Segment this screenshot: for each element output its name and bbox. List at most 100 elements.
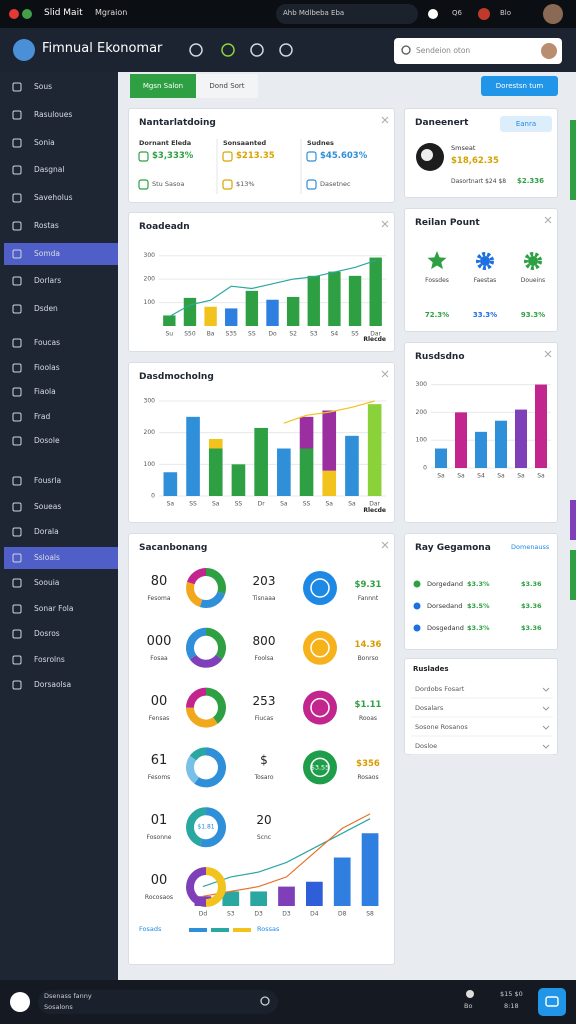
nav-item[interactable]: Sonar Fola — [4, 598, 118, 620]
dropdown[interactable]: Dosalars — [415, 704, 444, 712]
nav-item[interactable]: Dasgnal — [4, 159, 118, 181]
nav-item[interactable]: Dorala — [4, 521, 118, 543]
x-tick-label: S50 — [184, 331, 196, 338]
edge-strip — [570, 500, 576, 540]
bar — [266, 299, 279, 326]
address-pill — [276, 4, 418, 24]
star-icon — [427, 251, 447, 270]
nav-item[interactable]: Soouia — [4, 572, 118, 594]
link[interactable]: Domenauss — [511, 543, 550, 551]
label: Fiaola — [34, 387, 56, 396]
bar — [307, 275, 320, 326]
label: Dorsedand — [427, 602, 463, 610]
label: 20 — [256, 813, 272, 828]
label: $3.36 — [521, 624, 542, 632]
nav-item[interactable]: Fousrla — [4, 470, 118, 492]
nav-icon — [12, 363, 22, 372]
label: Foucas — [34, 338, 61, 347]
graphic — [12, 680, 22, 690]
nav-item[interactable]: Soueas — [4, 496, 118, 518]
card: Ruslades Dordobs Fosart Dosalars Sosone Ros… — [404, 658, 558, 756]
label: Smseat — [451, 144, 476, 152]
graphic: Rlecde 0 100 200 300 Sa SS Sa SS Dr Sa SS Sa Sa Dar — [144, 398, 386, 514]
x-tick-label: S3 — [227, 911, 235, 918]
donut-segment — [186, 867, 206, 907]
header-icon — [250, 43, 264, 57]
card: Dasdmocholng Rlecde 0 100 200 300 Sa SS Sa SS Dr Sa… — [128, 362, 395, 523]
icon-badge — [303, 750, 337, 785]
graphic — [12, 363, 22, 372]
nav-item[interactable]: Fioolas — [4, 357, 118, 379]
nav-item[interactable]: Ssloals — [4, 546, 118, 569]
tab[interactable]: Dond Sort — [196, 74, 258, 98]
nav-item[interactable]: Dsden — [4, 298, 118, 320]
dropdown[interactable]: Dosloe — [415, 742, 438, 750]
label: $213.35 — [236, 151, 275, 161]
chevron — [542, 687, 550, 692]
card-title: Sacanbonang — [139, 543, 208, 553]
label: Mgraion — [95, 8, 128, 17]
y-tick-label: 0 — [151, 493, 155, 500]
nav-icon — [12, 304, 22, 314]
bar — [475, 431, 487, 468]
dropdown[interactable]: Sosone Rosanos — [415, 723, 468, 731]
graphic — [12, 629, 22, 639]
graphic — [12, 304, 22, 314]
label: Fesoma — [147, 595, 171, 602]
label: 000 — [146, 633, 172, 649]
bar — [345, 435, 359, 496]
nav-item[interactable]: Rasuloues — [4, 104, 118, 126]
x-tick-label: D4 — [310, 911, 319, 918]
chat-button[interactable] — [538, 988, 566, 1016]
card-title: Nantarlatdoing — [139, 118, 216, 128]
bar — [299, 416, 314, 449]
label: $ — [260, 753, 268, 768]
nav-icon — [12, 680, 22, 690]
label: $15 $0 — [500, 990, 523, 998]
x-tick-label: D8 — [338, 911, 347, 918]
label: Fosads — [139, 925, 162, 933]
label: Fosrolns — [34, 654, 65, 664]
nav-item[interactable]: Sous — [4, 76, 118, 98]
avatar — [13, 39, 35, 61]
nav-item[interactable]: Dosros — [4, 623, 118, 645]
nav-icon — [12, 338, 22, 348]
nav-item[interactable]: Dorlars — [4, 270, 118, 292]
nav-item[interactable]: Rostas — [4, 215, 118, 237]
nav-icon — [12, 527, 22, 537]
label: Fiucas — [254, 714, 274, 722]
nav-item[interactable]: Dosole — [4, 430, 118, 452]
nav-item[interactable]: Foucas — [4, 332, 118, 354]
tab[interactable]: Mgsn Salon — [130, 74, 196, 98]
nav-item[interactable]: Frad — [4, 406, 118, 428]
close-icon — [544, 216, 552, 224]
x-tick-label: Do — [268, 331, 277, 338]
y-tick-label: 100 — [416, 437, 428, 444]
label: $3.36 — [521, 580, 542, 588]
kpi-icon — [306, 179, 317, 190]
nav-item[interactable]: Dorsaolsa — [4, 674, 118, 696]
x-tick-label: Dar — [369, 501, 380, 508]
chevron — [542, 706, 550, 711]
label: $45.603% — [320, 151, 368, 161]
nav-item[interactable]: Fiaola — [4, 381, 118, 403]
nav-item[interactable]: Sonia — [4, 132, 118, 154]
label: 61 — [150, 753, 168, 769]
label: Fioolas — [34, 362, 60, 372]
nav-item[interactable]: Fosrolns — [4, 649, 118, 671]
nav-item[interactable]: Somda — [4, 242, 118, 265]
label: 253 — [252, 693, 276, 708]
button[interactable]: Dorestsn tum — [481, 76, 558, 96]
x-tick-label: Ba — [207, 331, 215, 338]
label: Sudnes — [307, 139, 334, 147]
nav-icon — [12, 221, 22, 231]
search-box[interactable]: Sendeion oton — [394, 38, 562, 64]
avatar — [543, 4, 563, 24]
label: Dorgedand — [427, 580, 464, 588]
button[interactable]: Eanra — [500, 116, 552, 132]
dropdown[interactable]: Dordobs Fosart — [415, 685, 465, 693]
label: Saveholus — [34, 193, 73, 202]
label: Dasortnart $24 $8 — [451, 178, 507, 185]
nav-item[interactable]: Saveholus — [4, 187, 118, 209]
icon-ring — [310, 578, 330, 598]
